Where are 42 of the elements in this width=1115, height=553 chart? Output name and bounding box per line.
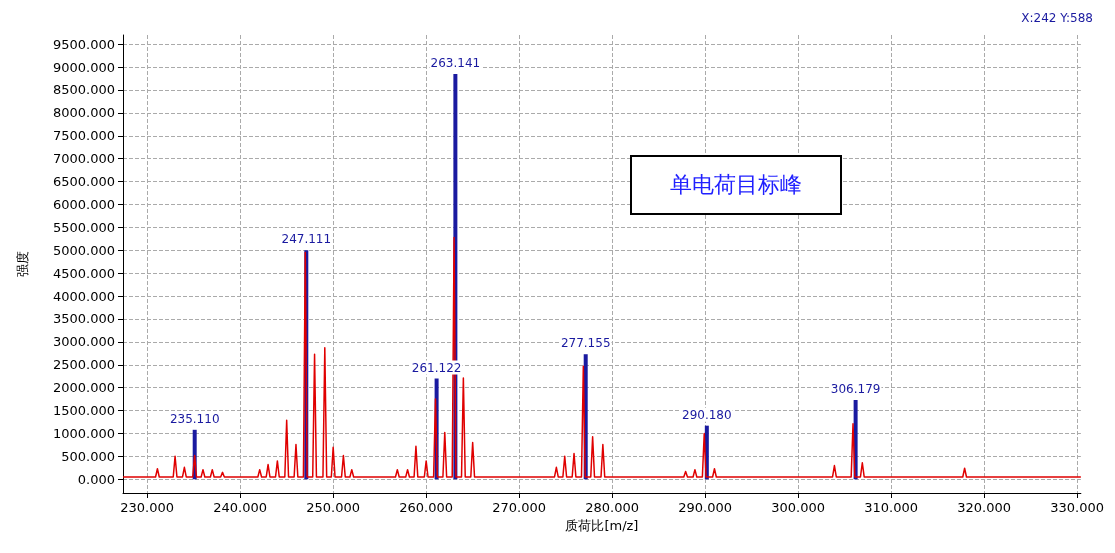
y-tick-label: 1000.000 — [52, 425, 115, 441]
x-axis-title: 质荷比[m/z] — [565, 517, 639, 533]
y-tick-label: 4500.000 — [52, 265, 115, 281]
x-tick-label: 280.000 — [585, 500, 640, 515]
y-tick-label: 0.000 — [77, 471, 115, 487]
annotation: 263.141 — [430, 55, 481, 70]
x-tick-label: 290.000 — [678, 500, 733, 515]
x-tick-label: 260.000 — [399, 500, 454, 515]
y-tick-label: 9500.000 — [52, 36, 115, 52]
y-tick-label: 7500.000 — [52, 128, 115, 144]
y-tick-label: 4000.000 — [52, 288, 115, 304]
y-tick-label: 8000.000 — [52, 105, 115, 121]
x-tick-label: 250.000 — [306, 500, 361, 515]
y-tick-label: 500.000 — [61, 448, 115, 464]
y-tick-label: 7000.000 — [52, 151, 115, 167]
y-tick-label: 6500.000 — [52, 174, 115, 190]
y-tick-label: 9000.000 — [52, 59, 115, 75]
annotation: 306.179 — [830, 382, 881, 397]
y-tick-label: 8500.000 — [52, 82, 115, 98]
annotation: 261.122 — [411, 360, 462, 375]
x-tick-label: 310.000 — [864, 500, 919, 515]
x-tick-label: 320.000 — [957, 500, 1012, 515]
y-tick-label: 5500.000 — [52, 219, 115, 235]
text-frame: 单电荷目标峰 — [630, 155, 842, 215]
x-tick-label: 240.000 — [213, 500, 268, 515]
annotation: 235.110 — [169, 411, 220, 426]
y-tick-label: 2500.000 — [52, 357, 115, 373]
y-tick-label: 1500.000 — [52, 403, 115, 419]
x-tick-label: 270.000 — [492, 500, 547, 515]
y-tick-label: 3500.000 — [52, 311, 115, 327]
y-tick-label: 3000.000 — [52, 334, 115, 350]
y-tick-label: 2000.000 — [52, 380, 115, 396]
annotation: 290.180 — [682, 407, 732, 422]
x-tick-label: 330.000 — [1050, 500, 1105, 515]
x-tick-label: 230.000 — [120, 500, 175, 515]
annotation: 247.111 — [281, 232, 332, 247]
annotation: 277.155 — [560, 336, 611, 351]
y-tick-label: 6000.000 — [52, 196, 115, 212]
y-tick-label: 5000.000 — [52, 242, 115, 258]
y-axis-title: 强度 — [15, 251, 30, 277]
text: X:242 Y:588 — [1021, 11, 1094, 25]
x-tick-label: 300.000 — [771, 500, 826, 515]
